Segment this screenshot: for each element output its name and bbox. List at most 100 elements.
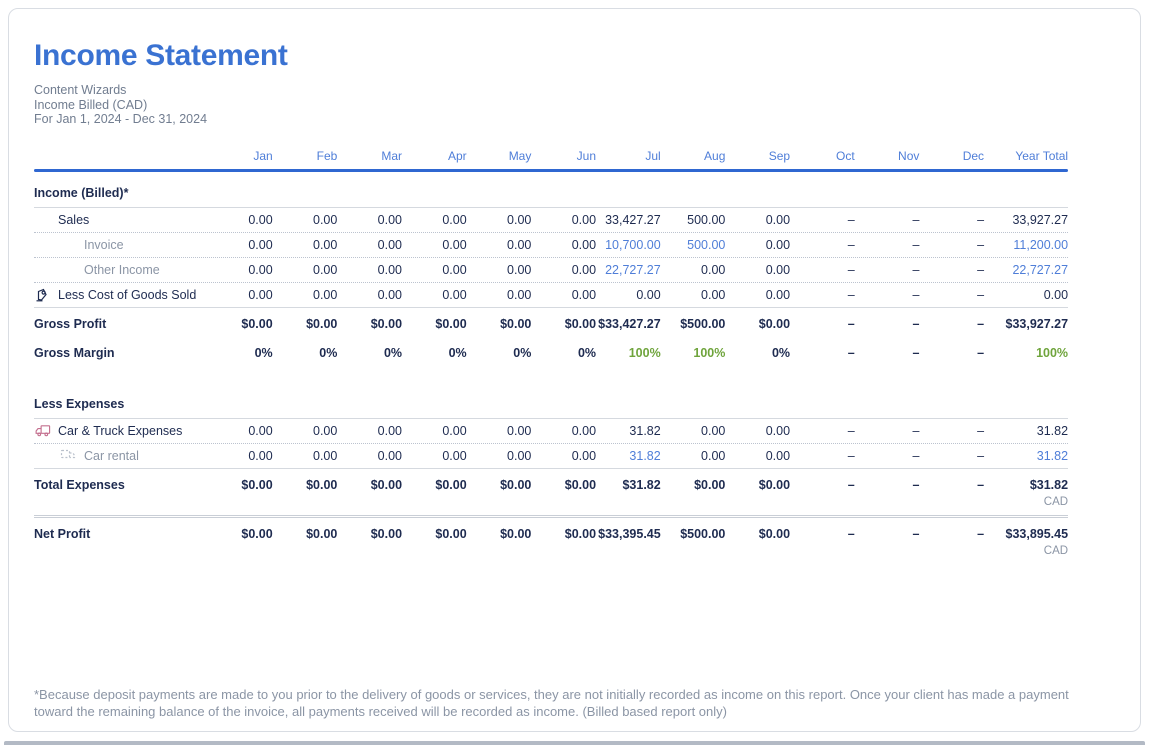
cell-value: 0.00 [765, 287, 791, 302]
cell-value: $0.00 [758, 316, 791, 331]
cell-value: $0.00 [370, 477, 403, 492]
cell-value: – [847, 212, 855, 227]
cell-value[interactable]: 31.82 [1036, 448, 1069, 463]
table-row: Less Expenses [34, 383, 1068, 418]
row-label: Other Income [84, 262, 160, 277]
row-label: Gross Profit [34, 316, 107, 331]
row-separator [34, 417, 1068, 419]
row-label: Net Profit [34, 526, 91, 541]
footnote: *Because deposit payments are made to yo… [34, 687, 1069, 719]
column-header: Nov [898, 148, 920, 163]
row-separator [34, 206, 1068, 208]
table-row: Less Cost of Goods Sold 0.00 0.00 0.00 0.00 0… [34, 283, 1068, 307]
cell-value[interactable]: 31.82 [629, 448, 661, 463]
row-label: Car rental [84, 448, 139, 463]
cell-value: – [977, 237, 985, 252]
truck-outline-icon [60, 449, 76, 463]
cell-value: 0.00 [765, 262, 791, 277]
cell-value: 0% [254, 345, 273, 360]
cell-value: 0.00 [571, 287, 597, 302]
cell-value: – [977, 477, 985, 492]
cell-value: 0% [448, 345, 467, 360]
header-underline [34, 168, 1068, 172]
cell-value: $0.00 [758, 477, 791, 492]
column-header: Feb [316, 148, 338, 163]
table-header-row: Jan Feb Mar Apr May Jun Jul Aug Sep Oct Nov Dec Year… [34, 149, 1068, 169]
column-header: Jan [253, 148, 273, 163]
cell-value: – [912, 316, 920, 331]
cell-value: 0.00 [248, 423, 273, 438]
cell-value: 31.82 [1036, 423, 1069, 438]
cell-value: – [912, 423, 920, 438]
cell-value: $0.00 [564, 316, 597, 331]
cell-value: 0.00 [313, 448, 338, 463]
cell-value[interactable]: 10,700.00 [605, 237, 661, 252]
cell-value: 0.00 [377, 423, 403, 438]
table-row: Income (Billed)* [34, 172, 1068, 207]
cell-value: 0.00 [507, 287, 532, 302]
cell-value: $0.00 [500, 477, 532, 492]
cell-value: 0.00 [313, 262, 338, 277]
cell-value: $0.00 [435, 526, 467, 541]
cell-value[interactable]: 500.00 [687, 237, 726, 252]
cell-value: – [847, 345, 855, 360]
cell-value: 0.00 [765, 212, 791, 227]
row-separator [34, 256, 1068, 258]
cell-value: 31.82 [629, 423, 661, 438]
report-subtitle-block: Content Wizards Income Billed (CAD) For … [34, 83, 1140, 127]
truck-icon [35, 424, 51, 438]
cell-value: 0.00 [248, 448, 273, 463]
cell-value: 0.00 [377, 262, 403, 277]
cell-value: $0.00 [500, 316, 532, 331]
row-separator [34, 442, 1068, 444]
cell-value: 0.00 [377, 287, 403, 302]
cell-value: 0.00 [313, 287, 338, 302]
cell-value[interactable]: 22,727.27 [605, 262, 661, 277]
cell-value: – [912, 477, 920, 492]
cell-value: 0.00 [442, 448, 467, 463]
cell-value: $0.00 [241, 477, 273, 492]
cell-value: $0.00 [306, 316, 338, 331]
table-body: Income (Billed)* Sales 0.00 0.00 0.00 0.00 0.0… [34, 172, 1068, 564]
cell-value: – [847, 237, 855, 252]
cell-value: – [912, 287, 920, 302]
cell-value: $0.00 [306, 526, 338, 541]
cell-value: 0.00 [571, 423, 597, 438]
cell-value: $0.00 [564, 526, 597, 541]
cell-value: $31.82 CAD [984, 478, 1068, 508]
cell-value: 0% [513, 345, 532, 360]
cell-value: 0.00 [701, 423, 726, 438]
cell-value: 500.00 [687, 212, 726, 227]
row-label: Car & Truck Expenses [58, 423, 183, 438]
cell-value: – [977, 212, 985, 227]
cell-value: 0.00 [701, 262, 726, 277]
cell-value: 0.00 [507, 212, 532, 227]
cell-value: 0.00 [507, 448, 532, 463]
cell-value[interactable]: 11,200.00 [1013, 237, 1069, 252]
row-label: Less Cost of Goods Sold [58, 287, 197, 302]
cell-value: 0.00 [571, 237, 597, 252]
currency-label: CAD [1043, 495, 1069, 508]
cell-value: – [847, 526, 855, 541]
cell-value: 0.00 [313, 237, 338, 252]
cell-value: 0.00 [377, 237, 403, 252]
cell-value: $0.00 [435, 316, 467, 331]
cell-value: $0.00 [241, 316, 273, 331]
cell-value: $0.00 [241, 526, 273, 541]
cell-value: $0.00 [306, 477, 338, 492]
report-title: Income Statement [34, 39, 288, 72]
cell-value: 0.00 [442, 423, 467, 438]
cell-value[interactable]: 22,727.27 [1012, 262, 1069, 277]
cell-value: 33,427.27 [605, 212, 661, 227]
cell-value: 0.00 [377, 448, 403, 463]
column-header: May [508, 148, 532, 163]
cell-value: 0.00 [442, 262, 467, 277]
table-row: Total Expenses $0.00 $0.00 $0.00 $0.00 $0.00 $… [34, 469, 1068, 515]
cell-value: – [912, 526, 920, 541]
cell-value: 0.00 [442, 287, 467, 302]
row-label: Income (Billed)* [34, 185, 129, 200]
cell-value: – [912, 262, 920, 277]
cell-value: – [847, 423, 855, 438]
column-header: Jun [576, 148, 597, 163]
cell-value: 0.00 [313, 212, 338, 227]
